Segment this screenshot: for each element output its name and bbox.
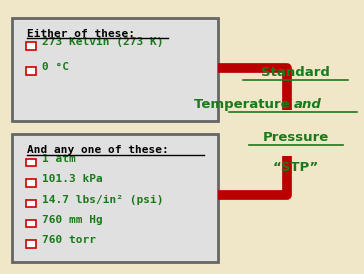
Bar xyxy=(26,67,36,75)
Bar xyxy=(26,241,36,248)
Text: 101.3 kPa: 101.3 kPa xyxy=(42,174,103,184)
Text: Temperature: Temperature xyxy=(194,98,294,111)
Text: and: and xyxy=(294,98,322,111)
Bar xyxy=(26,200,36,207)
Bar xyxy=(26,42,36,50)
Text: 14.7 lbs/in² (psi): 14.7 lbs/in² (psi) xyxy=(42,195,163,204)
Text: “STP”: “STP” xyxy=(273,161,319,174)
Text: Pressure: Pressure xyxy=(263,131,329,144)
Text: 0 °C: 0 °C xyxy=(42,62,69,72)
Bar xyxy=(26,220,36,227)
Text: 760 torr: 760 torr xyxy=(42,235,96,245)
Text: 760 mm Hg: 760 mm Hg xyxy=(42,215,103,225)
Text: 273 Kelvin (273 K): 273 Kelvin (273 K) xyxy=(42,37,163,47)
FancyBboxPatch shape xyxy=(12,134,218,262)
Text: 1 atm: 1 atm xyxy=(42,154,76,164)
FancyBboxPatch shape xyxy=(12,18,218,121)
Bar xyxy=(26,179,36,187)
Text: Standard: Standard xyxy=(261,66,330,79)
Bar xyxy=(26,159,36,166)
Text: And any one of these:: And any one of these: xyxy=(27,145,169,155)
Text: Either of these:: Either of these: xyxy=(27,28,135,39)
